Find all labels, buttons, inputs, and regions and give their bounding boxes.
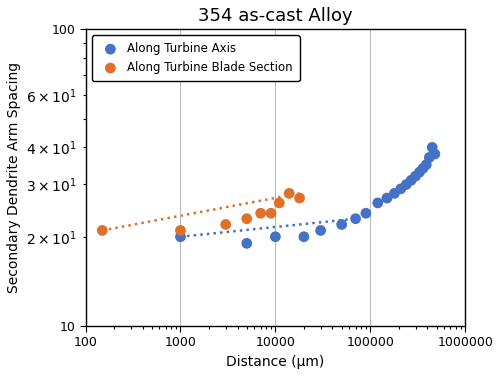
Along Turbine Blade Section bbox=[256, 210, 264, 216]
Along Turbine Blade Section bbox=[276, 200, 283, 206]
Along Turbine Blade Section bbox=[222, 221, 230, 227]
Along Turbine Blade Section bbox=[243, 216, 251, 222]
Along Turbine Axis bbox=[374, 200, 382, 206]
Legend: Along Turbine Axis, Along Turbine Blade Section: Along Turbine Axis, Along Turbine Blade … bbox=[92, 35, 300, 81]
Along Turbine Axis bbox=[407, 177, 415, 183]
Along Turbine Axis bbox=[300, 234, 308, 240]
Along Turbine Blade Section bbox=[267, 210, 275, 216]
Along Turbine Blade Section bbox=[285, 190, 293, 196]
Along Turbine Axis bbox=[402, 182, 410, 188]
Along Turbine Axis bbox=[390, 190, 398, 196]
Along Turbine Axis bbox=[362, 210, 370, 216]
Along Turbine Blade Section bbox=[296, 195, 304, 201]
Along Turbine Axis bbox=[176, 234, 184, 240]
Along Turbine Axis bbox=[412, 173, 420, 179]
Along Turbine Axis bbox=[397, 186, 405, 192]
Y-axis label: Secondary Dendrite Arm Spacing: Secondary Dendrite Arm Spacing bbox=[7, 62, 21, 293]
Along Turbine Axis bbox=[243, 240, 251, 246]
Title: 354 as-cast Alloy: 354 as-cast Alloy bbox=[198, 7, 352, 25]
Along Turbine Blade Section bbox=[176, 227, 184, 233]
Along Turbine Blade Section bbox=[98, 227, 106, 233]
Along Turbine Axis bbox=[383, 195, 391, 201]
Along Turbine Axis bbox=[352, 216, 360, 222]
Along Turbine Axis bbox=[426, 155, 434, 161]
Along Turbine Axis bbox=[422, 162, 430, 168]
Along Turbine Axis bbox=[338, 221, 345, 227]
X-axis label: Distance (μm): Distance (μm) bbox=[226, 355, 324, 369]
Along Turbine Axis bbox=[416, 169, 424, 175]
Along Turbine Axis bbox=[431, 151, 439, 157]
Along Turbine Axis bbox=[419, 165, 427, 171]
Along Turbine Axis bbox=[316, 227, 324, 233]
Along Turbine Axis bbox=[272, 234, 280, 240]
Along Turbine Axis bbox=[428, 144, 436, 150]
